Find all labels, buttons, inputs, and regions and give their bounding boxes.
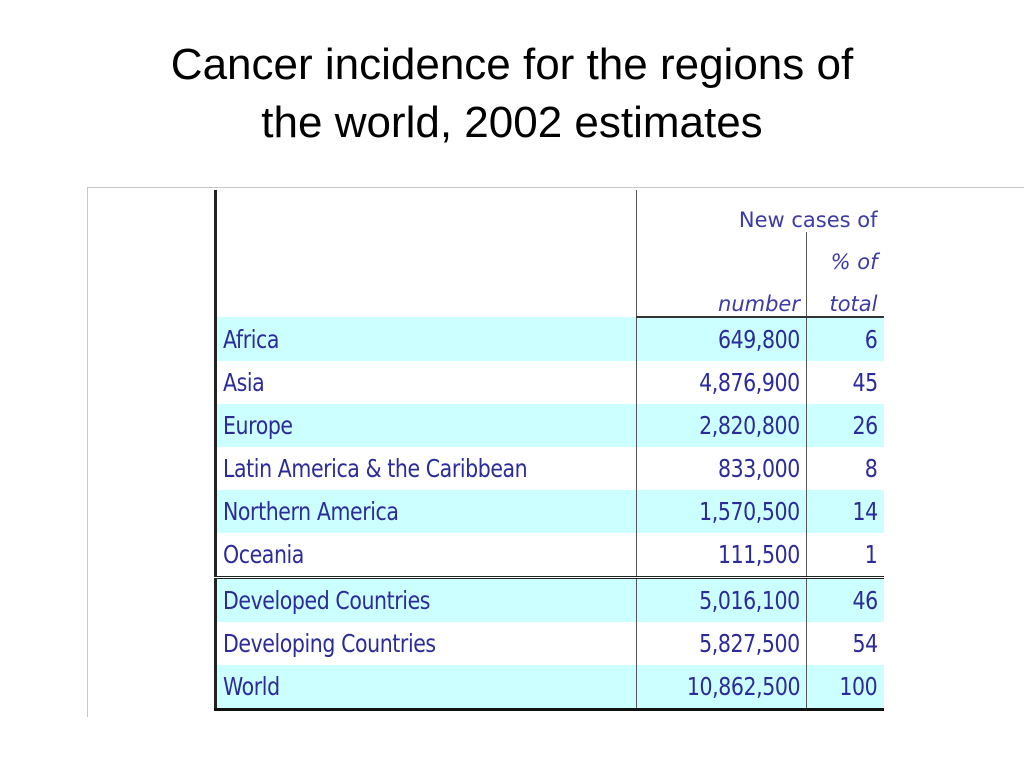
number-value: 5,827,500: [699, 629, 800, 658]
pct-cell: 100: [806, 665, 884, 711]
table-row: Europe 2,820,800 26: [214, 404, 884, 447]
header-row-2: % of: [216, 232, 884, 274]
region-cell: Latin America & the Caribbean: [214, 447, 637, 490]
pct-cell: 1: [806, 533, 884, 579]
table-row: Northern America 1,570,500 14: [214, 490, 884, 533]
number-cell: 4,876,900: [636, 361, 807, 404]
region-name: Northern America: [223, 497, 399, 526]
pct-cell: 46: [806, 577, 884, 622]
pct-value: 26: [852, 411, 878, 440]
number-cell: 111,500: [636, 533, 807, 579]
region-name: Developing Countries: [223, 629, 436, 658]
cancer-incidence-table: New cases of % of number total Africa 64…: [214, 190, 884, 711]
table-row: Asia 4,876,900 45: [214, 361, 884, 404]
table-row: Oceania 111,500 1: [214, 533, 884, 579]
cancer-incidence-table-container: New cases of % of number total Africa 64…: [214, 190, 884, 711]
header-number: number: [636, 274, 807, 318]
table-row: Latin America & the Caribbean 833,000 8: [214, 447, 884, 490]
region-name: World: [223, 672, 280, 701]
table-row: Developing Countries 5,827,500 54: [214, 622, 884, 665]
table-row: World 10,862,500 100: [214, 665, 884, 711]
header-total: total: [806, 274, 884, 318]
table-row: Africa 649,800 6: [214, 317, 884, 361]
image-frame-left-border: [87, 187, 88, 717]
region-name: Africa: [223, 324, 280, 354]
number-value: 833,000: [718, 454, 800, 483]
region-cell: World: [214, 665, 637, 711]
header-pct-of: % of: [806, 232, 884, 274]
region-name: Europe: [223, 411, 293, 440]
number-value: 4,876,900: [699, 368, 800, 397]
header-new-cases-of: New cases of: [738, 208, 878, 232]
pct-value: 46: [852, 586, 878, 615]
region-cell: Asia: [214, 361, 637, 404]
number-cell: 10,862,500: [636, 665, 807, 711]
image-frame-top-border: [87, 187, 1024, 188]
header-empty-number-cell: [637, 232, 807, 274]
number-value: 649,800: [718, 325, 800, 354]
region-cell: Europe: [214, 404, 637, 447]
header-row-1: New cases of: [214, 190, 884, 317]
pct-cell: 54: [806, 622, 884, 665]
number-cell: 5,016,100: [636, 577, 807, 622]
number-value: 10,862,500: [686, 672, 801, 701]
region-name: Developed Countries: [223, 586, 431, 615]
number-value: 2,820,800: [699, 411, 800, 440]
number-cell: 833,000: [636, 447, 807, 490]
pct-value: 45: [852, 368, 878, 397]
header-blank-cell: [214, 190, 637, 317]
region-cell: Oceania: [214, 533, 637, 579]
pct-value: 8: [864, 454, 878, 483]
region-name: Oceania: [223, 540, 304, 569]
header-row-3: number total: [216, 274, 884, 318]
number-cell: 2,820,800: [636, 404, 807, 447]
number-value: 5,016,100: [699, 586, 800, 615]
pct-value: 100: [839, 672, 878, 701]
region-cell: Developed Countries: [214, 577, 637, 622]
title-line-2: the world, 2002 estimates: [261, 98, 763, 147]
pct-value: 14: [852, 497, 878, 526]
number-cell: 5,827,500: [636, 622, 807, 665]
pct-cell: 14: [806, 490, 884, 533]
number-value: 111,500: [718, 540, 800, 569]
table-row: Developed Countries 5,016,100 46: [214, 577, 884, 622]
pct-cell: 45: [806, 361, 884, 404]
number-cell: 649,800: [636, 317, 807, 361]
region-name: Asia: [223, 368, 265, 397]
pct-value: 6: [864, 325, 878, 354]
region-cell: Developing Countries: [214, 622, 637, 665]
pct-value: 1: [864, 540, 878, 569]
pct-cell: 6: [806, 317, 884, 361]
pct-value: 54: [852, 629, 878, 658]
number-cell: 1,570,500: [636, 490, 807, 533]
region-cell: Africa: [214, 317, 637, 361]
pct-cell: 26: [806, 404, 884, 447]
slide-title: Cancer incidence for the regions of the …: [0, 36, 1024, 152]
pct-cell: 8: [806, 447, 884, 490]
region-cell: Northern America: [214, 490, 637, 533]
title-line-1: Cancer incidence for the regions of: [170, 40, 854, 89]
number-value: 1,570,500: [699, 497, 800, 526]
region-name: Latin America & the Caribbean: [223, 454, 528, 483]
